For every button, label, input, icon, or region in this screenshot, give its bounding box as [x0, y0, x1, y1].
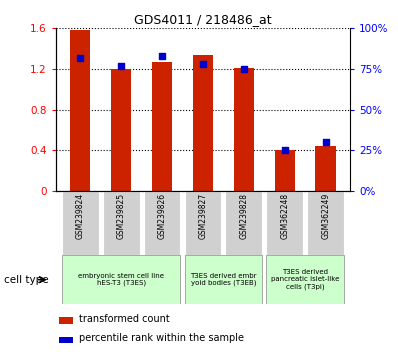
Bar: [111, 69, 131, 191]
Point: [159, 53, 165, 59]
Point: [282, 148, 288, 153]
Bar: [103, 191, 140, 255]
Text: embryonic stem cell line
hES-T3 (T3ES): embryonic stem cell line hES-T3 (T3ES): [78, 273, 164, 286]
Bar: [62, 255, 180, 304]
Text: GSM239827: GSM239827: [199, 193, 207, 239]
Text: GSM362249: GSM362249: [321, 193, 330, 239]
Text: GSM362248: GSM362248: [280, 193, 289, 239]
Point: [118, 63, 124, 69]
Text: T3ES derived
pancreatic islet-like
cells (T3pi): T3ES derived pancreatic islet-like cells…: [271, 269, 339, 290]
Point: [200, 61, 206, 67]
Text: cell type: cell type: [4, 275, 49, 285]
Bar: [62, 191, 99, 255]
Bar: [185, 191, 221, 255]
Point: [241, 66, 247, 72]
Bar: [59, 337, 73, 343]
Bar: [266, 255, 344, 304]
Bar: [70, 30, 90, 191]
Bar: [59, 318, 73, 324]
Bar: [193, 55, 213, 191]
Text: T3ES derived embr
yoid bodies (T3EB): T3ES derived embr yoid bodies (T3EB): [190, 273, 257, 286]
Bar: [185, 255, 262, 304]
Text: GSM239828: GSM239828: [239, 193, 248, 239]
Text: GSM239826: GSM239826: [158, 193, 167, 239]
Bar: [152, 62, 172, 191]
Bar: [275, 150, 295, 191]
Bar: [234, 68, 254, 191]
Title: GDS4011 / 218486_at: GDS4011 / 218486_at: [134, 13, 272, 26]
Text: GSM239825: GSM239825: [117, 193, 126, 239]
Bar: [316, 146, 336, 191]
Bar: [307, 191, 344, 255]
Point: [322, 139, 329, 145]
Bar: [226, 191, 262, 255]
Text: transformed count: transformed count: [79, 314, 170, 324]
Point: [77, 55, 84, 61]
Bar: [144, 191, 180, 255]
Bar: [266, 191, 303, 255]
Text: GSM239824: GSM239824: [76, 193, 85, 239]
Text: percentile rank within the sample: percentile rank within the sample: [79, 333, 244, 343]
